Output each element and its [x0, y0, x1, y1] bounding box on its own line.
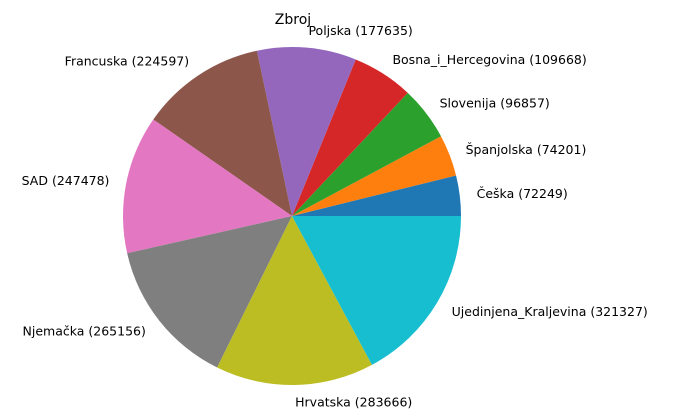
pie-slice-poljska — [256, 46, 356, 216]
pie-slice-slovenija — [292, 92, 442, 216]
pie-slice-bosna-i-hercegovina — [292, 59, 408, 216]
pie-slice-njemacka — [127, 216, 292, 368]
chart-title: Zbroj — [275, 12, 311, 28]
pie-slice-ujedinjena-kraljevina — [292, 216, 461, 365]
pie-label-njemacka: Njemačka (265156) — [23, 324, 146, 339]
pie-label-slovenija: Slovenija (96857) — [440, 95, 550, 110]
pie-label-sad: SAD (247478) — [22, 173, 110, 188]
pie-label-poljska: Poljska (177635) — [308, 23, 412, 38]
pie-label-francuska: Francuska (224597) — [65, 54, 189, 69]
pie-label-ceska: Češka (72249) — [477, 186, 568, 201]
pie-slices — [123, 46, 461, 386]
pie-slice-spanjolska — [292, 136, 457, 216]
pie-slice-francuska — [153, 50, 292, 216]
pie-slice-ceska — [292, 175, 461, 216]
pie-slice-sad — [123, 119, 293, 254]
pie-labels: Češka (72249) Španjolska (74201) Slovenija… — [22, 23, 648, 409]
pie-slice-hrvatska — [217, 216, 372, 386]
pie-label-spanjolska: Španjolska (74201) — [466, 142, 587, 157]
pie-label-bosna-i-hercegovina: Bosna_i_Hercegovina (109668) — [392, 52, 586, 67]
pie-label-ujedinjena-kraljevina: Ujedinjena_Kraljevina (321327) — [452, 304, 648, 319]
pie-label-hrvatska: Hrvatska (283666) — [295, 394, 412, 409]
